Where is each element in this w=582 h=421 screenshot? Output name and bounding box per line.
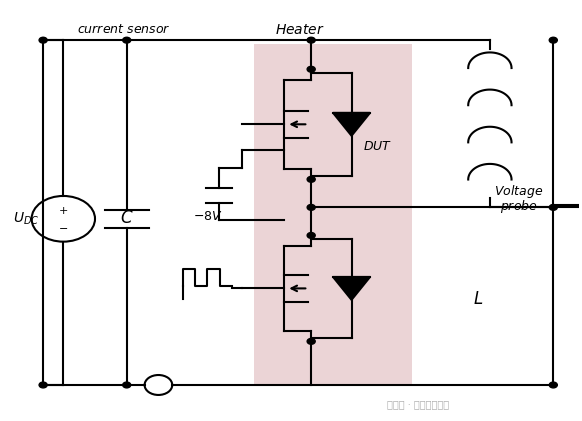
Text: $L$: $L$ xyxy=(473,291,484,308)
Bar xyxy=(254,44,412,385)
Text: +: + xyxy=(59,206,68,216)
Circle shape xyxy=(307,37,315,43)
Text: $-8V$: $-8V$ xyxy=(193,210,222,223)
Text: $-$: $-$ xyxy=(58,222,68,232)
Circle shape xyxy=(549,205,558,210)
Circle shape xyxy=(39,37,47,43)
Text: $probe$: $probe$ xyxy=(500,198,538,215)
Circle shape xyxy=(549,37,558,43)
Text: $DUT$: $DUT$ xyxy=(363,140,392,152)
Circle shape xyxy=(123,382,131,388)
Circle shape xyxy=(549,382,558,388)
Circle shape xyxy=(39,382,47,388)
Circle shape xyxy=(307,205,315,210)
Circle shape xyxy=(307,67,315,72)
Circle shape xyxy=(307,176,315,182)
Text: $current\ sensor$: $current\ sensor$ xyxy=(77,23,171,36)
Text: $U_{DC}$: $U_{DC}$ xyxy=(13,210,39,227)
Circle shape xyxy=(123,37,131,43)
Text: $C$: $C$ xyxy=(120,210,133,227)
Polygon shape xyxy=(333,113,370,136)
Circle shape xyxy=(307,232,315,238)
Polygon shape xyxy=(333,277,370,300)
Text: $Heater$: $Heater$ xyxy=(275,23,325,37)
Text: $Voltage$: $Voltage$ xyxy=(494,183,544,200)
Circle shape xyxy=(307,338,315,344)
Text: 公众号 · 艾邦半导体网: 公众号 · 艾邦半导体网 xyxy=(387,399,449,409)
